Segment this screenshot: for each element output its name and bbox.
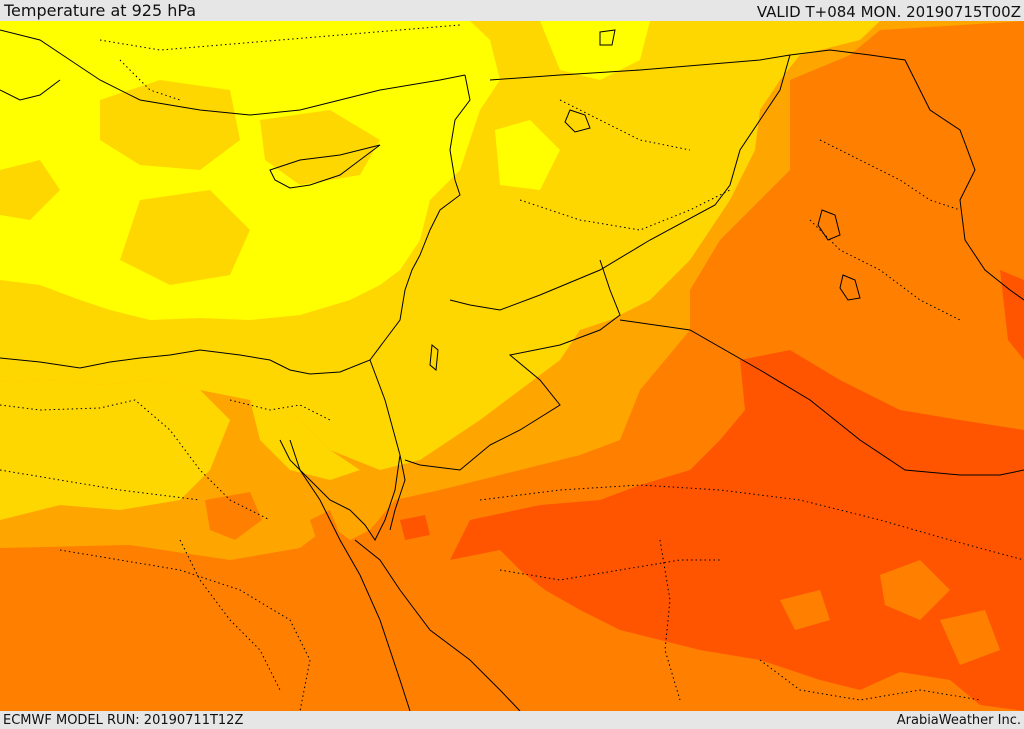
coastlines	[0, 29, 1024, 711]
map-title: Temperature at 925 hPa	[4, 1, 197, 20]
credit-label: ArabiaWeather Inc.	[896, 713, 1021, 728]
model-run-label: ECMWF MODEL RUN: 20190711T12Z	[3, 713, 244, 728]
valid-time-label: VALID T+084 MON. 20190715T00Z	[756, 3, 1021, 21]
temperature-map	[0, 21, 1024, 711]
admin-borders	[0, 24, 1024, 711]
temp-band-red-orange	[450, 350, 1024, 711]
lakes	[429, 29, 861, 371]
